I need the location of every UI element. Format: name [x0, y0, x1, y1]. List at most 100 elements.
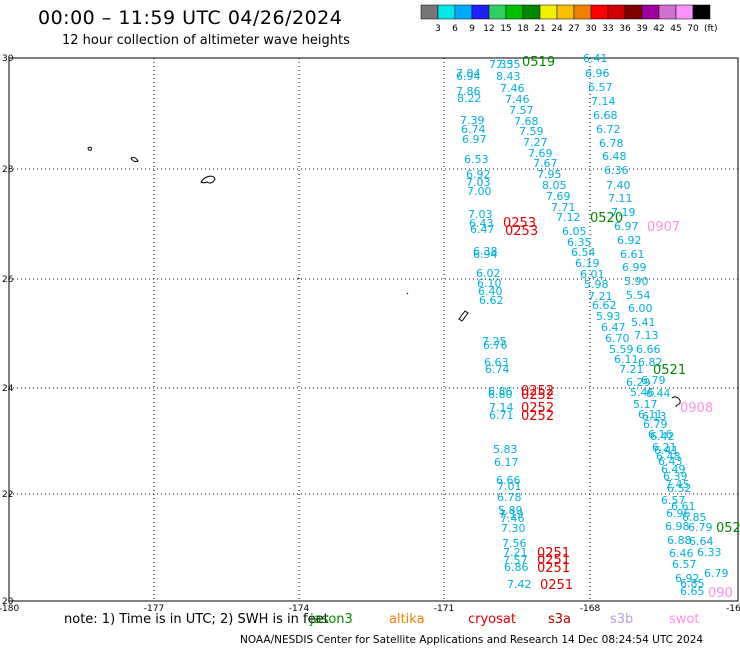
satellite-legend-s3b: s3b — [610, 612, 634, 627]
swh-value-label: 6.19 — [575, 257, 600, 270]
scale-tick-label: 30 — [585, 24, 597, 34]
scale-tick-label: 45 — [670, 24, 681, 34]
swh-value-label: 6.35 — [567, 236, 592, 249]
cryosat-time-label: 0253 — [503, 216, 536, 231]
lat-tick-label: 26 — [2, 275, 14, 285]
swh-value-label: 7.14 — [489, 401, 514, 414]
swh-value-label: 6.79 — [641, 374, 666, 387]
swh-value-label: 6.17 — [494, 456, 519, 469]
swh-value-label: 6.70 — [605, 332, 630, 345]
swh-value-label: 5.41 — [631, 316, 656, 329]
map-frame — [8, 57, 739, 602]
swh-value-label: 6.54 — [571, 246, 596, 259]
jason3-time-label: 0520 — [590, 211, 623, 226]
swh-value-label: 6.10 — [477, 277, 502, 290]
swh-value-label: 6.57 — [672, 558, 697, 571]
swh-value-label: 6.65 — [680, 585, 705, 598]
swh-value-label: 6.63 — [484, 356, 509, 369]
swh-value-label: 6.92 — [466, 168, 491, 181]
swh-value-label: 7.57 — [509, 104, 534, 117]
cryosat-time-label: 0251 — [537, 561, 570, 576]
swh-value-label: 7.49 — [0, 0, 25, 3]
swh-value-label: 6.40 — [478, 285, 503, 298]
swh-value-label: 6.79 — [643, 418, 668, 431]
swh-value-label: 5.46 — [630, 386, 655, 399]
swh-value-label: 6.43 — [469, 217, 494, 230]
scale-swatch — [454, 4, 473, 20]
scale-swatch — [675, 4, 694, 20]
swh-value-label: 7.12 — [556, 211, 581, 224]
swh-value-label: 7.39 — [460, 114, 485, 127]
swh-value-label: 6.94 — [456, 70, 481, 83]
swh-value-label: 7.40 — [606, 179, 631, 192]
swh-value-label: 7.42 — [507, 578, 532, 591]
island-shape — [671, 396, 681, 408]
swh-value-label: 6.41 — [583, 52, 608, 65]
cryosat-time-label: 0251 — [540, 578, 573, 593]
swh-value-label: 7.30 — [501, 522, 526, 535]
color-scale: 3 6 9 12 15 18 21 24 27 30 33 36 39 42 45 70 (ft) — [420, 4, 718, 34]
lon-tick-label: -16 — [726, 604, 740, 614]
scale-tick-label: 9 — [469, 24, 475, 34]
swh-value-label: 7.04 — [456, 67, 481, 80]
swh-value-label: 5.54 — [626, 289, 651, 302]
lon-tick-label: -168 — [580, 604, 601, 614]
lon-tick-label: -171 — [434, 604, 454, 614]
island-outlines — [87, 146, 681, 408]
swh-value-label: 6.86 — [504, 561, 529, 574]
swh-value-label: 6.96 — [666, 507, 691, 520]
swh-value-label: 7.03 — [468, 208, 493, 221]
scale-swatch — [488, 4, 507, 20]
island-shape — [200, 175, 216, 184]
satellite-legend-cryosat: cryosat — [468, 612, 516, 627]
swh-value-label: 6.71 — [489, 409, 514, 422]
swh-value-label: 7.86 — [456, 85, 481, 98]
scale-tick-label: 24 — [551, 24, 563, 34]
scale-swatch — [437, 4, 456, 20]
swh-value-label: 6.11 — [638, 408, 663, 421]
swh-value-label: 6.97 — [462, 133, 487, 146]
swh-value-label: 6.81 — [0, 0, 25, 3]
island-shape — [406, 292, 409, 295]
swh-value-label: 6.41 — [654, 444, 679, 457]
swh-value-label: 6.43 — [658, 455, 683, 468]
swh-value-label: 6.48 — [656, 450, 681, 463]
swh-value-label: 7.14 — [591, 95, 616, 108]
cryosat-time-label: 0253 — [505, 224, 538, 239]
swh-value-label: 8.43 — [496, 70, 521, 83]
scale-tick-label: 21 — [534, 24, 545, 34]
swh-value-label: 8.22 — [457, 92, 482, 105]
lat-tick-label: 20 — [2, 597, 14, 607]
swh-value-label: 6.92 — [617, 234, 642, 247]
swh-value-label: 7.68 — [514, 115, 539, 128]
swh-value-label: 6.47 — [470, 223, 495, 236]
swh-value-label: 6.66 — [636, 343, 661, 356]
swh-value-label: 7.03 — [466, 176, 491, 189]
swh-value-label: 7.21 — [503, 546, 528, 559]
cryosat-time-label: 0252 — [521, 388, 554, 403]
cryosat-time-label: 0251 — [537, 553, 570, 568]
swh-value-label: 6.49 — [661, 463, 686, 476]
swh-value-label: 6.61 — [620, 248, 645, 261]
lat-lon-grid — [9, 58, 738, 601]
swh-value-label: 6.46 — [669, 547, 694, 560]
scale-tick-label: 15 — [500, 24, 511, 34]
swh-value-label: 6.68 — [593, 109, 618, 122]
cryosat-time-label: 0252 — [521, 409, 554, 424]
swh-value-label: 6.92 — [675, 572, 700, 585]
scale-swatch — [590, 4, 609, 20]
jason3-time-label: 0519 — [522, 55, 555, 70]
swh-value-label: 7.25 — [482, 335, 507, 348]
swh-value-label: 7.19 — [611, 206, 636, 219]
swh-value-label: 6.02 — [476, 267, 501, 280]
island-shape — [130, 156, 139, 163]
swh-value-label: 7.45 — [665, 478, 690, 491]
scale-tick-label: 12 — [483, 24, 494, 34]
swh-value-label: 6.16 — [648, 428, 673, 441]
swh-value-label: 7.67 — [533, 157, 558, 170]
swh-value-label: 6.42 — [650, 430, 675, 443]
swh-value-label: 6.74 — [485, 363, 510, 376]
swh-value-label: 6.74 — [461, 123, 486, 136]
swh-labels: 7.357.357.046.94 8.437.467.868.22 7.467.57… — [0, 0, 729, 598]
lon-tick-label: -174 — [289, 604, 310, 614]
